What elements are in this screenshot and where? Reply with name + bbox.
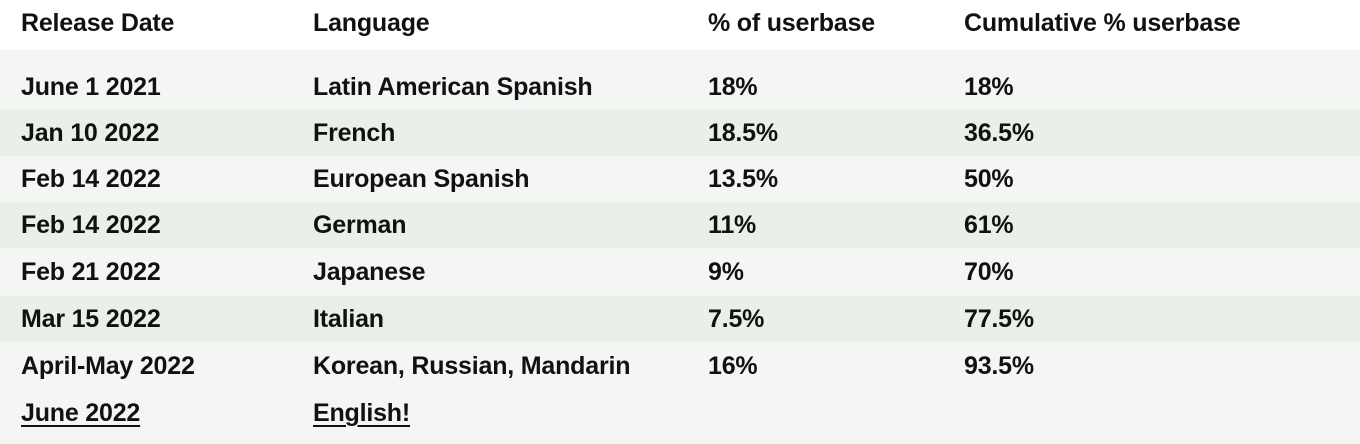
cell-pct: 11% [708, 211, 757, 239]
cell-cumulative: 77.5% [964, 305, 1034, 333]
cell-pct: 16% [708, 352, 758, 380]
cell-pct: 18% [708, 73, 758, 101]
cell-release-date: Feb 14 2022 [21, 165, 161, 193]
table-header-row: Release Date Language % of userbase Cumu… [0, 0, 1360, 50]
cell-language: Italian [313, 305, 384, 333]
header-pct-userbase: % of userbase [708, 9, 875, 37]
cell-cumulative: 18% [964, 73, 1014, 101]
cell-language: French [313, 119, 396, 147]
cell-cumulative: 61% [964, 211, 1014, 239]
cell-cumulative: 93.5% [964, 352, 1034, 380]
cell-cumulative: 36.5% [964, 119, 1034, 147]
cell-release-date: Feb 21 2022 [21, 258, 161, 286]
cell-language: Korean, Russian, Mandarin [313, 352, 631, 380]
cell-cumulative: 70% [964, 258, 1014, 286]
cell-release-date: Jan 10 2022 [21, 119, 160, 147]
cell-language: European Spanish [313, 165, 530, 193]
header-language: Language [313, 9, 430, 37]
cell-release-date: Feb 14 2022 [21, 211, 161, 239]
cell-language: Latin American Spanish [313, 73, 593, 101]
table-row: Jan 10 2022 French 18.5% 36.5% [0, 110, 1360, 156]
table-row: June 1 2021 Latin American Spanish 18% 1… [0, 64, 1360, 110]
table-row: Mar 15 2022 Italian 7.5% 77.5% [0, 296, 1360, 342]
cell-release-date: Mar 15 2022 [21, 305, 161, 333]
header-release-date: Release Date [21, 9, 175, 37]
table-row: Feb 14 2022 European Spanish 13.5% 50% [0, 156, 1360, 202]
cell-language: German [313, 211, 407, 239]
cell-pct: 9% [708, 258, 744, 286]
table-row: Feb 14 2022 German 11% 61% [0, 202, 1360, 248]
cell-release-date: April-May 2022 [21, 352, 195, 380]
cell-pct: 7.5% [708, 305, 765, 333]
table-row: April-May 2022 Korean, Russian, Mandarin… [0, 343, 1360, 389]
cell-cumulative: 50% [964, 165, 1014, 193]
cell-language: English! [313, 399, 411, 427]
cell-release-date: June 1 2021 [21, 73, 161, 101]
cell-release-date: June 2022 [21, 399, 141, 427]
cell-pct: 18.5% [708, 119, 778, 147]
cell-language: Japanese [313, 258, 426, 286]
table-row: June 2022 English! [0, 390, 1360, 436]
cell-pct: 13.5% [708, 165, 778, 193]
table-row: Feb 21 2022 Japanese 9% 70% [0, 249, 1360, 295]
header-cumulative-pct: Cumulative % userbase [964, 9, 1241, 37]
